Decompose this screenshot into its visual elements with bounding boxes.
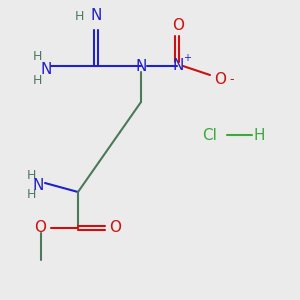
Text: H: H [33, 74, 42, 88]
Text: +: + [184, 53, 191, 64]
Text: H: H [33, 50, 42, 64]
Text: H: H [254, 128, 265, 142]
Text: H: H [27, 188, 36, 202]
Text: H: H [75, 10, 84, 23]
Text: N: N [90, 8, 102, 22]
Text: H: H [27, 169, 36, 182]
Text: O: O [172, 18, 184, 33]
Text: N: N [136, 59, 147, 74]
Text: N: N [33, 178, 44, 193]
Text: -: - [230, 73, 234, 86]
Text: O: O [34, 220, 46, 236]
Text: O: O [110, 220, 122, 236]
Text: Cl: Cl [202, 128, 217, 142]
Text: N: N [173, 58, 184, 74]
Text: N: N [41, 61, 52, 76]
Text: O: O [214, 72, 226, 87]
